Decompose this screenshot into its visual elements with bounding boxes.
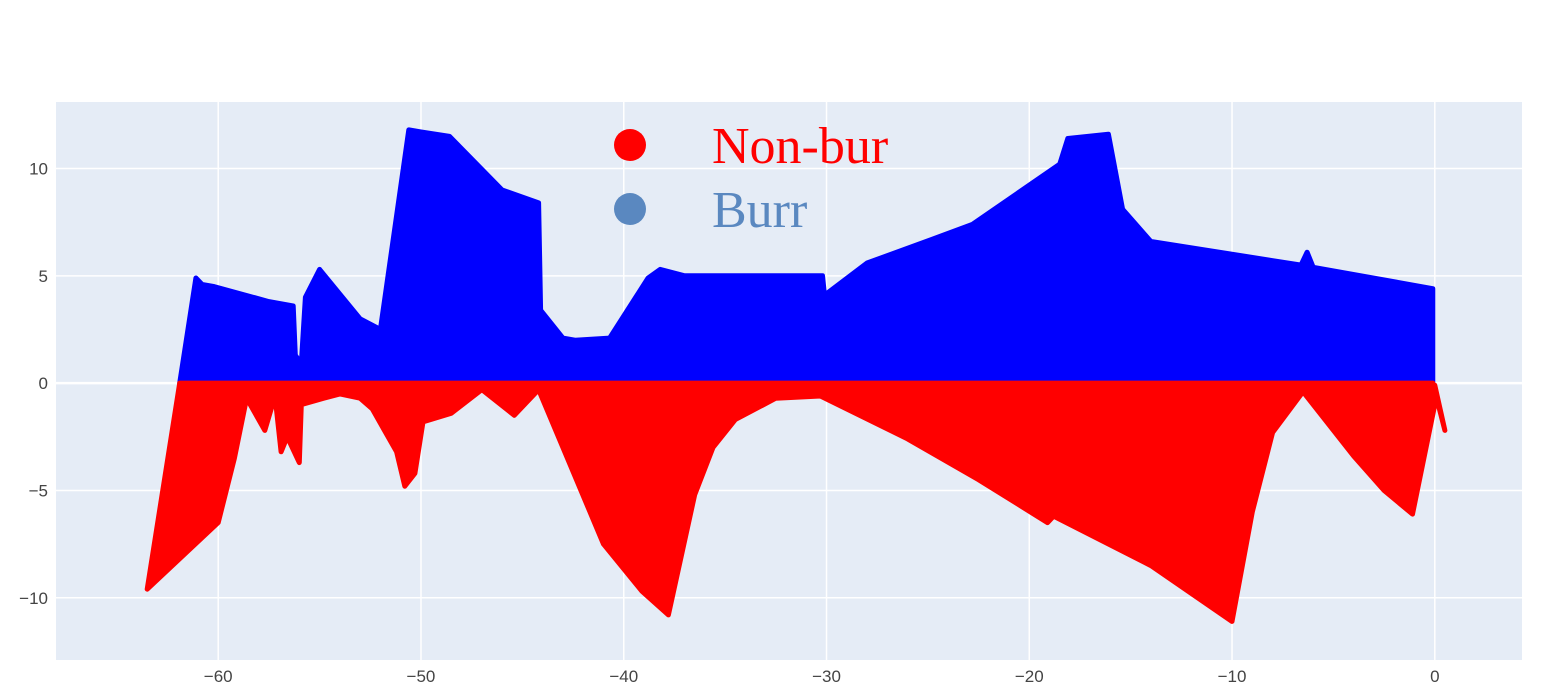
data-areas — [144, 127, 1448, 624]
legend-label: Burr — [712, 182, 807, 239]
x-tick-label: −10 — [1218, 667, 1247, 686]
x-tick-label: −30 — [812, 667, 841, 686]
legend[interactable]: Non-bur Burr — [614, 118, 888, 239]
x-tick-label: −50 — [407, 667, 436, 686]
x-tick-label: 0 — [1430, 667, 1439, 686]
series-area-burr — [177, 127, 1436, 386]
y-tick-label: −10 — [19, 589, 48, 608]
x-tick-label: −40 — [609, 667, 638, 686]
series-area-non-bur — [144, 380, 1448, 624]
y-tick-label: 10 — [29, 160, 48, 179]
legend-marker — [614, 129, 646, 161]
legend-label: Non-bur — [712, 118, 888, 175]
y-tick-label: 5 — [39, 267, 48, 286]
legend-marker — [614, 193, 646, 225]
y-tick-label: 0 — [39, 374, 48, 393]
x-tick-label: −20 — [1015, 667, 1044, 686]
y-tick-label: −5 — [29, 481, 48, 500]
x-tick-label: −60 — [204, 667, 233, 686]
